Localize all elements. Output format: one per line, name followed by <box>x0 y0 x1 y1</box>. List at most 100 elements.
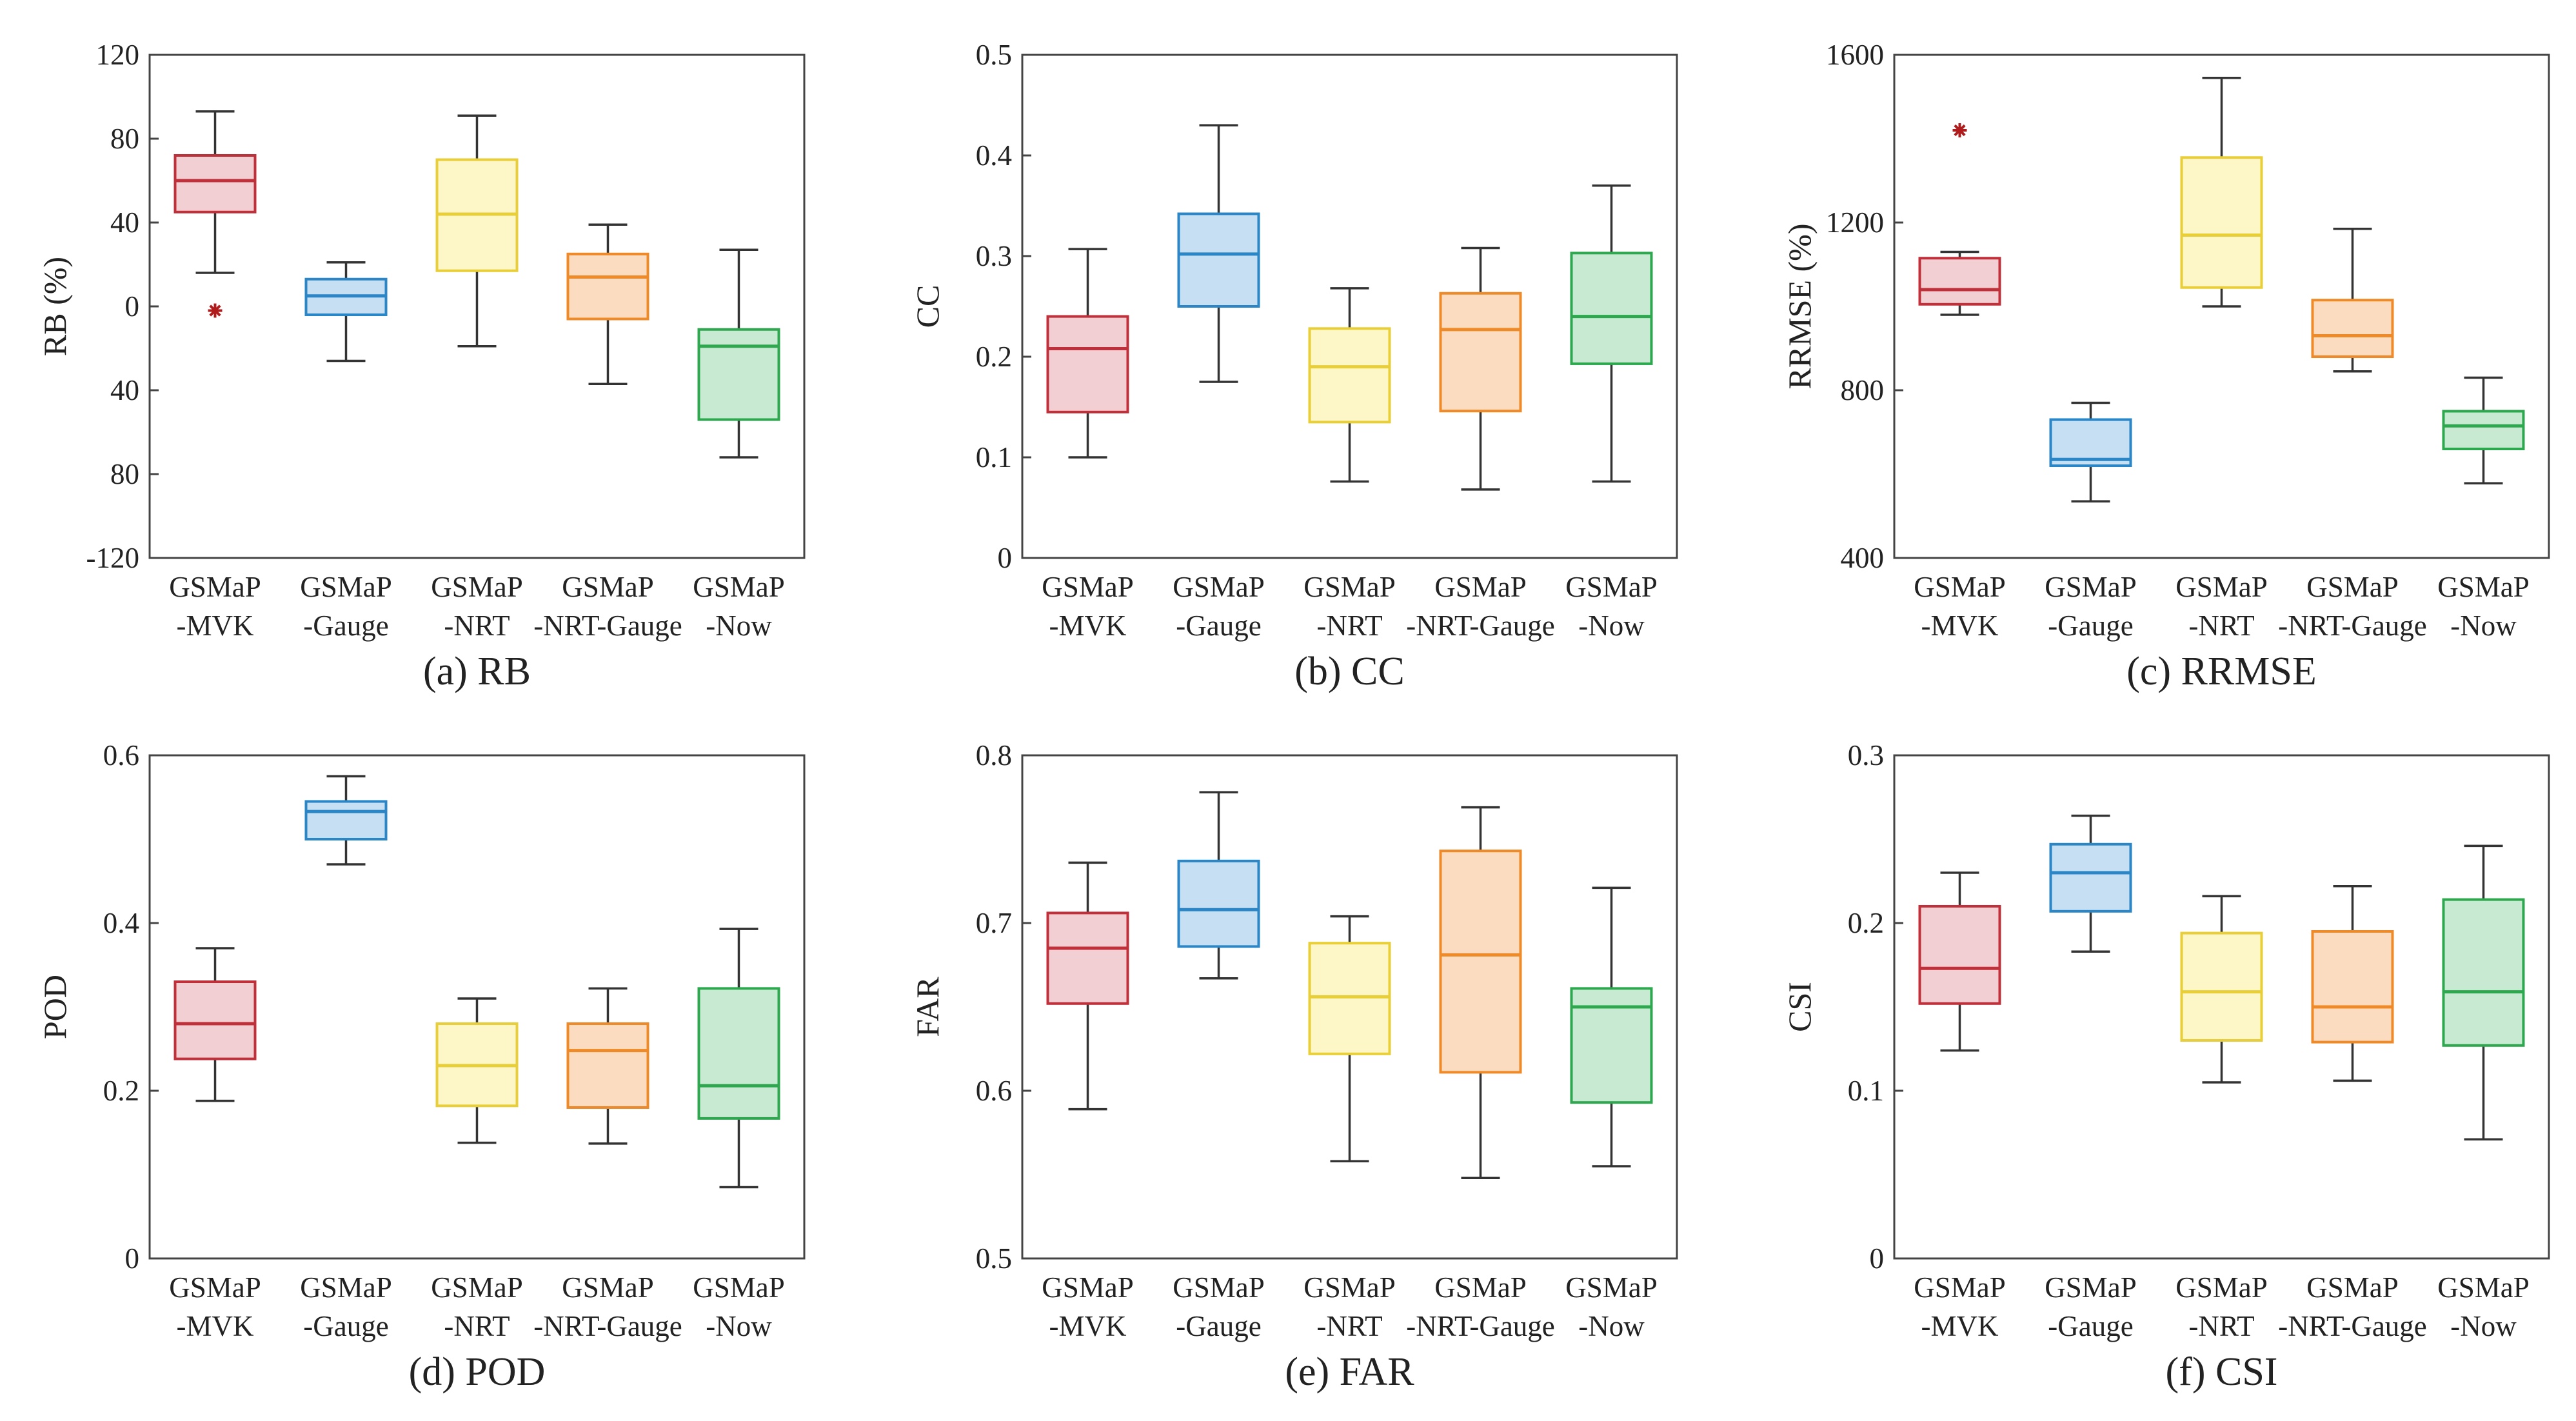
category-label: GSMaP <box>2175 571 2268 603</box>
panel-caption: (c) RRMSE <box>2126 650 2317 693</box>
category-label: -NRT <box>444 1310 510 1342</box>
box-3 <box>1308 915 1391 1162</box>
box-body <box>1918 905 2001 1005</box>
box-2 <box>304 261 388 363</box>
category-label: -Now <box>1578 1310 1645 1342</box>
category-label: GSMaP <box>2306 571 2399 603</box>
y-axis-label: CSI <box>1781 982 1818 1032</box>
category-label: GSMaP <box>1914 1271 2006 1304</box>
category-label: GSMaP <box>431 571 523 603</box>
y-tick-label: 0.6 <box>976 1075 1012 1107</box>
category-label: GSMaP <box>2045 1271 2137 1304</box>
box-body <box>1918 257 2001 306</box>
category-label: -Gauge <box>1176 1310 1261 1342</box>
box-4 <box>2311 885 2394 1082</box>
box-1 <box>1918 871 2001 1052</box>
box-4 <box>2311 228 2394 373</box>
box-body <box>2180 931 2263 1042</box>
category-label: -Now <box>2450 610 2517 642</box>
category-label: -MVK <box>177 1310 254 1342</box>
y-axis-label: POD <box>37 975 73 1039</box>
category-label: -Gauge <box>303 610 388 642</box>
box-5 <box>1570 886 1653 1168</box>
category-label: -Gauge <box>303 1310 388 1342</box>
plot-frame <box>1893 754 2550 1260</box>
category-label: GSMaP <box>1565 571 1658 603</box>
box-2 <box>2049 814 2132 953</box>
panel-caption: (e) FAR <box>1285 1350 1414 1394</box>
panel-caption: (d) POD <box>409 1350 546 1394</box>
category-label: -Gauge <box>2048 1310 2133 1342</box>
category-label: -NRT <box>2188 610 2254 642</box>
y-tick-label: 0.1 <box>976 441 1012 473</box>
box-5 <box>697 248 780 459</box>
y-tick-label: 1600 <box>1826 39 1884 71</box>
category-label: -NRT-Gauge <box>533 1310 682 1342</box>
box-body <box>173 980 257 1060</box>
box-1 <box>1046 248 1129 459</box>
panel-3: 1600 1200 800 400 RRMSE (%) GSMaP -MVK GSMaP -Ga… <box>1781 39 2550 693</box>
category-label: -MVK <box>177 610 254 642</box>
panel-4: 0.6 0.4 0.2 0 POD GSMaP -MVK GSMaP -Gauge GSMaP -N… <box>37 739 806 1394</box>
category-label: -NRT-Gauge <box>2278 1310 2427 1342</box>
box-body <box>2442 898 2525 1047</box>
box-1 <box>173 110 257 318</box>
box-body <box>1046 911 1129 1005</box>
category-label: -NRT-Gauge <box>2278 610 2427 642</box>
outlier-stroke <box>1954 124 1966 137</box>
box-body <box>1439 850 1522 1074</box>
box-body <box>173 154 257 214</box>
box-body <box>2442 410 2525 450</box>
panel-caption: (a) RB <box>423 650 531 693</box>
category-label: GSMaP <box>1434 1271 1527 1304</box>
category-label: -MVK <box>1921 610 1999 642</box>
panel-6: 0.3 0.2 0.1 0 CSI GSMaP -MVK GSMaP -Gauge GSMaP -N… <box>1781 739 2550 1394</box>
box-3 <box>435 997 519 1144</box>
box-body <box>304 800 388 840</box>
box-3 <box>2180 895 2263 1084</box>
y-tick-label: 80 <box>110 458 139 490</box>
category-label: GSMaP <box>693 1271 785 1304</box>
plot-frame <box>1021 754 1678 1260</box>
y-tick-label: 0.3 <box>1848 739 1884 771</box>
box-4 <box>1439 246 1522 491</box>
box-body <box>1046 315 1129 413</box>
outlier-point <box>208 303 223 318</box>
y-tick-label: 0.6 <box>103 739 139 771</box>
category-label: GSMaP <box>300 1271 392 1304</box>
category-label: GSMaP <box>431 1271 523 1304</box>
box-1 <box>1918 123 2001 316</box>
y-tick-label: 80 <box>110 123 139 155</box>
category-label: GSMaP <box>1303 571 1396 603</box>
box-2 <box>304 775 388 866</box>
y-tick-label: -120 <box>86 542 140 574</box>
box-5 <box>697 928 780 1189</box>
box-2 <box>2049 401 2132 502</box>
panel-caption: (b) CC <box>1294 650 1405 693</box>
box-body <box>1439 292 1522 413</box>
category-label: GSMaP <box>1173 571 1265 603</box>
category-label: -NRT <box>444 610 510 642</box>
box-5 <box>2442 844 2525 1141</box>
y-tick-label: 0.4 <box>976 139 1012 172</box>
box-4 <box>566 987 649 1145</box>
category-label: GSMaP <box>2437 1271 2530 1304</box>
y-tick-label: 800 <box>1841 374 1885 406</box>
plot-frame <box>148 54 806 559</box>
box-5 <box>2442 376 2525 485</box>
category-label: -Gauge <box>1176 610 1261 642</box>
box-5 <box>1570 184 1653 483</box>
box-body <box>2049 842 2132 913</box>
y-tick-label: 0.5 <box>976 1242 1012 1275</box>
y-tick-label: 0.2 <box>103 1075 139 1107</box>
category-label: -Now <box>2450 1310 2517 1342</box>
y-tick-label: 0.1 <box>1848 1075 1884 1107</box>
box-1 <box>1046 861 1129 1111</box>
y-axis-label: CC <box>909 285 946 328</box>
category-label: GSMaP <box>562 1271 654 1304</box>
box-body <box>2311 299 2394 358</box>
box-body <box>2311 930 2394 1044</box>
box-body <box>566 252 649 321</box>
category-label: GSMaP <box>2045 571 2137 603</box>
